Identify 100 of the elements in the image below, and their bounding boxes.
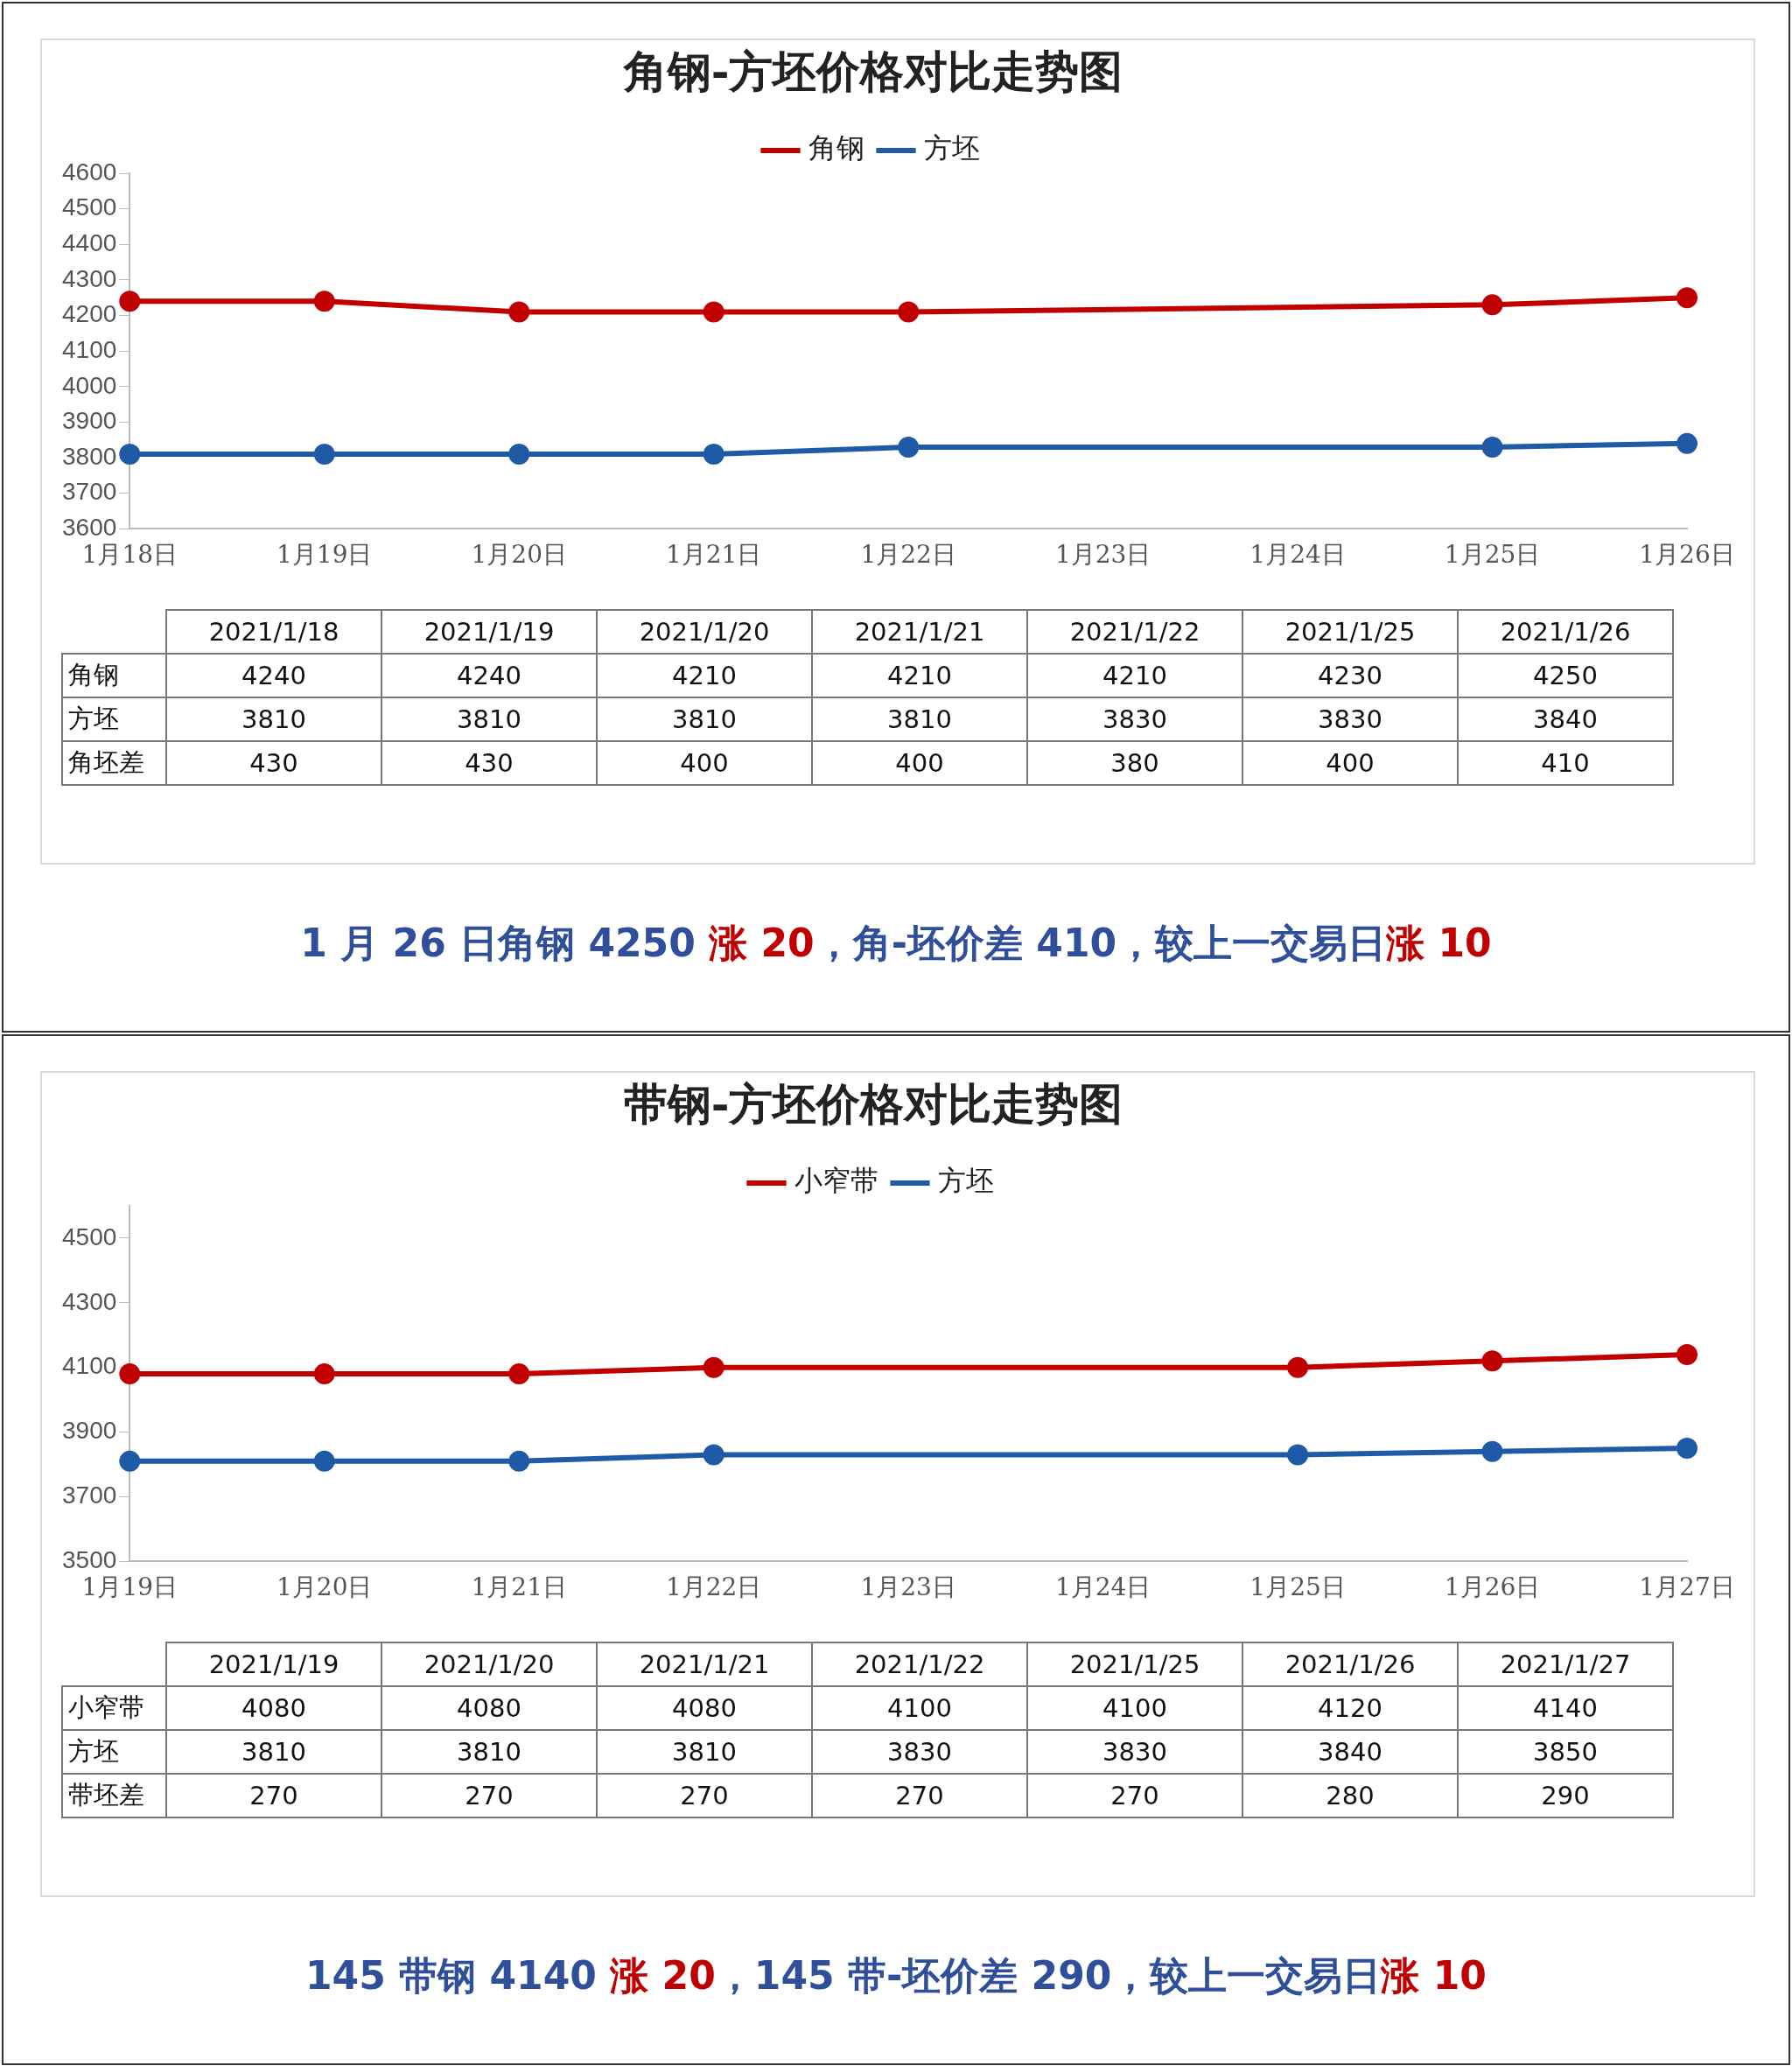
data-label: 3810 xyxy=(597,1730,812,1774)
y-tick-label: 4500 xyxy=(61,1222,117,1250)
x-tick-label: 1月24日 xyxy=(1054,1572,1152,1602)
data-label: 4100 xyxy=(1027,1686,1242,1730)
data-label: 4080 xyxy=(382,1686,597,1730)
x-tick-label: 1月23日 xyxy=(860,1572,956,1602)
x-tick-label: 1月22日 xyxy=(860,540,956,570)
data-label: 4240 xyxy=(166,654,382,697)
point xyxy=(119,291,141,312)
point xyxy=(508,301,530,323)
x-tick-label: 1月21日 xyxy=(471,1572,567,1602)
y-tick-label: 3900 xyxy=(61,407,117,435)
category-label: 2021/1/19 xyxy=(166,1642,382,1686)
y-tick-label: 4400 xyxy=(61,229,117,256)
chart-title: 角钢-方坯价格对比走势图 xyxy=(621,45,1124,97)
y-tick-label: 3900 xyxy=(61,1417,117,1445)
data-label: 380 xyxy=(1027,741,1242,785)
x-tick-label: 1月24日 xyxy=(1250,540,1346,570)
point xyxy=(313,1450,335,1472)
point xyxy=(313,444,335,466)
x-tick-label: 1月22日 xyxy=(665,1572,762,1602)
data-label: 3830 xyxy=(812,1730,1027,1774)
point xyxy=(1481,294,1503,316)
data-label: 4230 xyxy=(1242,654,1458,697)
data-label: 400 xyxy=(812,741,1027,785)
x-tick-label: 1月23日 xyxy=(1054,540,1152,570)
y-tick-label: 4200 xyxy=(61,300,117,328)
category-label: 2021/1/26 xyxy=(1458,610,1673,654)
legend-label: 方坯 xyxy=(938,1164,994,1198)
data-label: 410 xyxy=(1458,741,1673,785)
data-label: 3810 xyxy=(812,697,1027,741)
data-label: 4080 xyxy=(597,1686,812,1730)
data-label: 3810 xyxy=(382,1730,597,1774)
data-label: 270 xyxy=(166,1774,382,1817)
point xyxy=(508,1363,530,1385)
point xyxy=(1481,436,1503,458)
x-tick-label: 1月25日 xyxy=(1444,540,1541,570)
data-label: 3830 xyxy=(1242,697,1458,741)
y-tick-label: 3600 xyxy=(61,514,117,542)
y-tick-label: 4300 xyxy=(61,264,117,292)
x-tick-label: 1月18日 xyxy=(81,540,178,570)
point xyxy=(119,444,141,466)
data-label: 3810 xyxy=(166,1730,382,1774)
data-label: 4080 xyxy=(166,1686,382,1730)
point xyxy=(703,1356,724,1378)
data-label: 270 xyxy=(597,1774,812,1817)
data-label: 4210 xyxy=(597,654,812,697)
point xyxy=(1676,287,1698,309)
point xyxy=(119,1363,141,1385)
data-label: 3850 xyxy=(1458,1730,1673,1774)
x-tick-label: 1月19日 xyxy=(81,1572,178,1602)
y-tick-label: 4000 xyxy=(61,371,117,399)
data-label: 4140 xyxy=(1458,1686,1673,1730)
y-tick-label: 3500 xyxy=(61,1546,117,1574)
data-label: 290 xyxy=(1458,1774,1673,1817)
category-label: 2021/1/25 xyxy=(1027,1642,1242,1686)
legend-label: 方坯 xyxy=(62,1730,166,1774)
data-label: 270 xyxy=(812,1774,1027,1817)
point xyxy=(1676,432,1698,454)
y-tick-label: 3700 xyxy=(61,1481,117,1509)
category-label: 2021/1/20 xyxy=(382,1642,597,1686)
legend-label: 角钢 xyxy=(808,131,864,165)
data-label: 270 xyxy=(1027,1774,1242,1817)
point xyxy=(1676,1438,1698,1460)
point xyxy=(898,301,920,323)
text: 145 带钢 4140 xyxy=(305,1953,598,1998)
x-tick-label: 1月19日 xyxy=(276,540,373,570)
data-label: 430 xyxy=(166,741,382,785)
point xyxy=(508,444,530,466)
point xyxy=(1481,1350,1503,1372)
data-label: 430 xyxy=(382,741,597,785)
y-tick-label: 4500 xyxy=(61,193,117,221)
category-label: 2021/1/25 xyxy=(1242,610,1458,654)
data-label: 270 xyxy=(382,1774,597,1817)
x-tick-label: 1月20日 xyxy=(471,540,567,570)
data-label: 4250 xyxy=(1458,654,1673,697)
text: 涨 20 xyxy=(709,921,815,965)
category-label: 2021/1/22 xyxy=(812,1642,1027,1686)
chart-title: 带钢-方坯价格对比走势图 xyxy=(623,1077,1124,1130)
data-label: 280 xyxy=(1242,1774,1458,1817)
category-label: 2021/1/18 xyxy=(166,610,382,654)
category-label: 2021/1/26 xyxy=(1242,1642,1458,1686)
text: 角钢 xyxy=(62,654,166,697)
text: 涨 10 xyxy=(1386,921,1492,965)
x-tick-label: 1月26日 xyxy=(1639,540,1735,570)
x-tick-label: 1月27日 xyxy=(1639,1572,1735,1602)
data-label: 4120 xyxy=(1242,1686,1458,1730)
y-tick-label: 4100 xyxy=(61,1352,117,1380)
category-label: 2021/1/22 xyxy=(1027,610,1242,654)
data-label: 3840 xyxy=(1242,1730,1458,1774)
y-tick-label: 3700 xyxy=(61,478,117,506)
point xyxy=(119,1450,141,1472)
point xyxy=(1676,1343,1698,1365)
point xyxy=(313,291,335,312)
data-label: 400 xyxy=(597,741,812,785)
data-label: 3810 xyxy=(597,697,812,741)
point xyxy=(1481,1440,1503,1462)
x-tick-label: 1月20日 xyxy=(276,1572,373,1602)
data-label: 4100 xyxy=(812,1686,1027,1730)
point xyxy=(898,436,920,458)
